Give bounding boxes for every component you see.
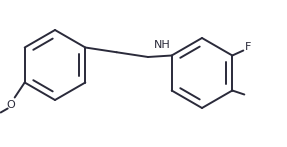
Text: NH: NH (154, 40, 171, 50)
Text: O: O (6, 100, 15, 110)
Text: F: F (245, 42, 251, 52)
